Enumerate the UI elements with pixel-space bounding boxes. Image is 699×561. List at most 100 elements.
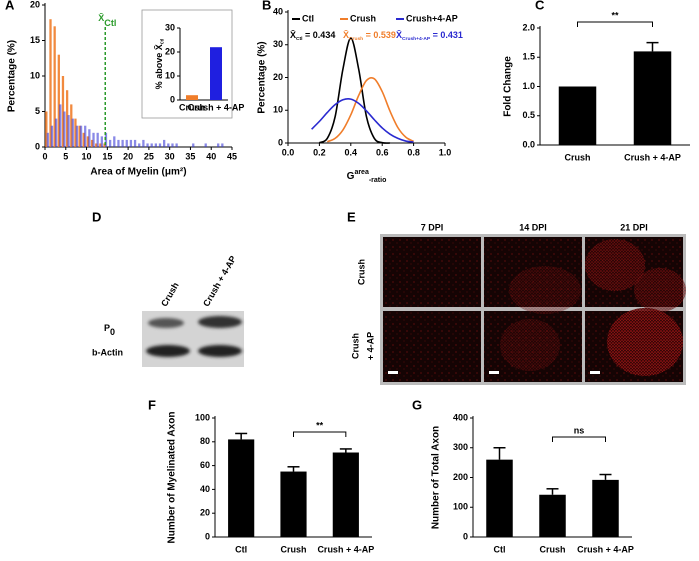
x-axis-label: Garea-ratio	[347, 169, 387, 184]
x-tick-label: 15	[102, 151, 112, 161]
x-tick-label: 0.0	[282, 147, 295, 157]
text-text: G	[347, 171, 355, 182]
x-tick-label: 1.0	[439, 147, 452, 157]
legend-label: Crush+4-AP	[406, 13, 458, 23]
histogram-bar	[67, 115, 70, 147]
y-tick-label: 2.0	[522, 22, 535, 32]
panel-letter: F	[148, 397, 156, 412]
x-axis-label: Area of Myelin (μm²)	[90, 167, 186, 178]
y-axis-label: Number of Total Axon	[431, 426, 442, 529]
y-tick-label: 0	[278, 137, 283, 147]
x-tick-label: 20	[123, 151, 133, 161]
line	[310, 98, 414, 143]
y-tick-label: 20	[30, 0, 40, 9]
x-tick-label: Crush	[280, 544, 306, 554]
y-tick-label: 1.5	[522, 52, 535, 62]
line	[319, 37, 391, 144]
histogram-bar	[175, 143, 178, 147]
y-axis-label: % above X̄Ctl	[154, 39, 164, 90]
panel-letter: E	[347, 209, 356, 224]
band-text: P	[104, 323, 110, 333]
bar	[558, 86, 597, 145]
y-tick-label: 0	[463, 531, 468, 541]
x-tick-label: Crush	[539, 544, 565, 554]
histogram-bar	[121, 139, 124, 147]
text-sub: Ctl	[104, 19, 116, 29]
bar	[592, 479, 619, 537]
histogram-bar	[84, 125, 87, 147]
mean-label: X̄Ctl = 0.434	[290, 30, 335, 42]
mean-label: X̄Crush+4-AP = 0.431	[396, 30, 463, 42]
histogram-bar	[54, 118, 58, 147]
histogram-bar	[59, 104, 62, 147]
bar	[486, 459, 513, 537]
y-tick-label: 40	[200, 484, 210, 494]
x-tick-label: 0.6	[376, 147, 389, 157]
row-label: + 4-AP	[365, 332, 375, 360]
bar	[186, 95, 198, 100]
x-tick-label: Crush	[564, 152, 590, 162]
legend-label: Ctl	[302, 13, 314, 23]
histogram-bar	[45, 111, 48, 147]
histogram-bar	[71, 118, 74, 147]
x-tick-label: 45	[227, 151, 237, 161]
histogram-bar	[78, 125, 81, 147]
y-tick-label: 30	[273, 39, 283, 49]
histogram-bar	[90, 139, 94, 147]
histogram-bar	[204, 143, 207, 147]
histogram-bar	[50, 125, 54, 147]
panel-letter: B	[262, 0, 271, 12]
bar	[332, 452, 359, 537]
y-axis-label: Fold Change	[503, 56, 514, 117]
histogram-bar	[163, 139, 166, 147]
text-text: % above X̄	[154, 44, 164, 89]
text-text: X̄	[396, 30, 402, 40]
column-label: 21 DPI	[620, 222, 648, 232]
histogram-bar	[74, 118, 77, 147]
threshold-label: X̄Ctl	[98, 13, 116, 28]
histogram-bar	[117, 139, 120, 147]
histogram-bar	[146, 143, 149, 147]
y-tick-label: 100	[453, 502, 468, 512]
mean-label: X̄Crush = 0.539	[343, 30, 396, 42]
text-after: = 0.434	[303, 30, 336, 40]
band-label: P0	[104, 323, 115, 337]
x-tick-label: Ctl	[235, 544, 247, 554]
column-label: 14 DPI	[519, 222, 547, 232]
significance-label: ns	[574, 425, 585, 435]
y-tick-label: 15	[30, 35, 40, 45]
histogram-bar	[49, 19, 52, 148]
text-sub: Crush	[349, 36, 363, 42]
histogram-bar	[171, 143, 174, 147]
bar	[228, 439, 255, 537]
significance-label: **	[316, 420, 324, 430]
text-after: = 0.431	[430, 30, 463, 40]
histogram-bar	[75, 125, 79, 147]
histogram-bar	[96, 132, 99, 147]
histogram-bar	[86, 136, 90, 147]
band-label: b-Actin	[92, 347, 123, 357]
x-tick-label: 40	[206, 151, 216, 161]
x-tick-label: Crush + 4-AP	[624, 152, 681, 162]
histogram-bar	[95, 143, 98, 147]
histogram-bar	[138, 143, 141, 147]
y-tick-label: 20	[200, 508, 210, 518]
y-axis-label: Percentage (%)	[7, 40, 18, 112]
x-tick-label: Crush	[179, 102, 205, 112]
x-tick-label: 25	[144, 151, 154, 161]
histogram-bar	[192, 143, 195, 147]
text-sup: area	[354, 169, 369, 176]
histogram-bar	[100, 136, 103, 147]
histogram-bar	[150, 143, 153, 147]
x-tick-label: 30	[165, 151, 175, 161]
blot-bands	[146, 316, 242, 357]
text-sub: Crush+4-AP	[402, 36, 431, 42]
text-text: X̄	[343, 30, 349, 40]
histogram-bar	[57, 54, 60, 148]
histogram-bar	[217, 143, 220, 147]
text-sub: -ratio	[369, 177, 387, 184]
histogram-bar	[88, 129, 91, 147]
y-tick-label: 20	[165, 46, 175, 56]
histogram-bar	[113, 136, 116, 147]
x-tick-label: 0.2	[313, 147, 326, 157]
